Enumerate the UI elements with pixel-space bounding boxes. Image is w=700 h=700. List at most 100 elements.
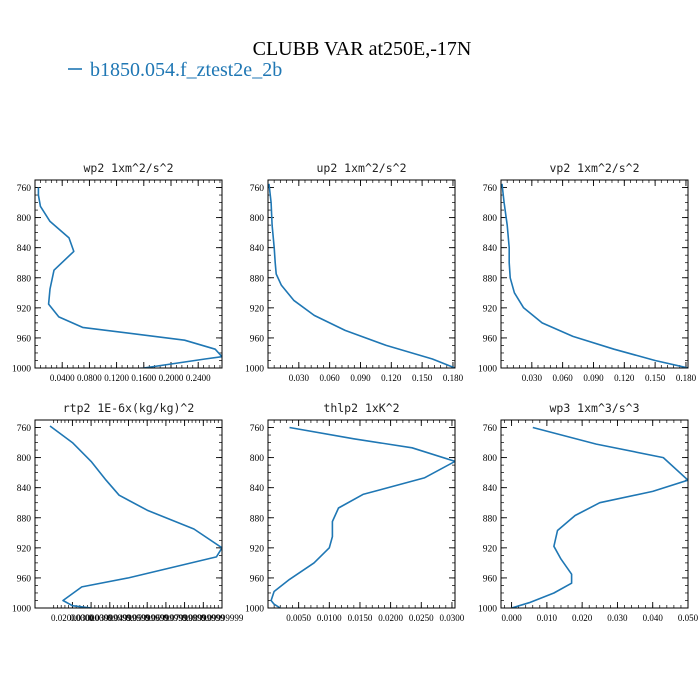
plot-frame — [267, 419, 456, 609]
subplot-3: rtp2 1E-6x(kg/kg)^2 760 800 840 880 920 960 100… — [12, 401, 244, 623]
x-tick-label: 0.1200 — [104, 373, 129, 383]
x-tick-label: 0.000 — [501, 613, 522, 623]
subplot-5: wp3 1xm^3/s^3 760 800 840 880 920 960 1000 0.000… — [478, 401, 699, 623]
x-tick-label: 0.150 — [412, 373, 433, 383]
legend: b1850.054.f_ztest2e_2b — [68, 59, 282, 81]
y-tick-label: 960 — [17, 334, 32, 344]
x-tick-label: 0.0400 — [50, 373, 75, 383]
y-tick-label: 1000 — [245, 365, 264, 375]
x-tick-label: 0.090 — [350, 373, 371, 383]
y-tick-label: 880 — [17, 274, 32, 284]
y-tick-label: 760 — [483, 424, 498, 434]
y-tick-label: 800 — [17, 214, 32, 224]
subplots: wp2 1xm^2/s^2 760 800 840 880 920 960 1000 0.040… — [12, 161, 699, 623]
subplot-title: wp2 1xm^2/s^2 — [83, 161, 173, 175]
y-tick-label: 800 — [17, 454, 32, 464]
plot-frame — [267, 179, 456, 369]
y-tick-label: 760 — [17, 184, 32, 194]
x-tick-label: 0.03999999 — [88, 613, 131, 623]
y-tick-label: 840 — [17, 244, 32, 254]
y-tick-label: 1000 — [12, 605, 31, 615]
y-tick-label: 840 — [483, 244, 498, 254]
series-line — [270, 426, 455, 608]
series-line — [268, 183, 455, 368]
y-tick-label: 840 — [483, 484, 498, 494]
y-tick-label: 960 — [483, 334, 498, 344]
x-tick-label: 0.0050 — [286, 613, 311, 623]
x-tick-label: 0.120 — [614, 373, 635, 383]
series-line — [37, 187, 222, 368]
y-tick-label: 960 — [17, 574, 32, 584]
x-tick-label: 0.06999999 — [145, 613, 188, 623]
x-tick-label: 0.09999999 — [201, 613, 244, 623]
y-tick-label: 800 — [250, 454, 265, 464]
x-tick-label: 0.0800 — [77, 373, 102, 383]
x-tick-label: 0.07999999 — [163, 613, 206, 623]
series-line — [49, 425, 222, 608]
x-tick-label: 0.08999999 — [182, 613, 225, 623]
subplot-title: up2 1xm^2/s^2 — [316, 161, 406, 175]
x-tick-label: 0.040 — [643, 613, 664, 623]
figure-title: CLUBB VAR at250E,-17N — [253, 38, 472, 60]
x-tick-label: 0.0100 — [317, 613, 342, 623]
x-tick-label: 0.030 — [607, 613, 628, 623]
y-tick-label: 920 — [483, 544, 498, 554]
x-tick-label: 0.2000 — [159, 373, 184, 383]
plot-frame — [34, 179, 223, 369]
x-tick-label: 0.060 — [320, 373, 341, 383]
y-tick-label: 840 — [250, 484, 265, 494]
subplot-title: rtp2 1E-6x(kg/kg)^2 — [63, 401, 195, 415]
y-tick-label: 920 — [17, 544, 32, 554]
x-tick-label: 0.0150 — [348, 613, 373, 623]
y-tick-label: 960 — [250, 574, 265, 584]
x-tick-label: 0.010 — [537, 613, 558, 623]
x-tick-label: 0.050 — [678, 613, 699, 623]
y-tick-label: 800 — [483, 214, 498, 224]
y-tick-label: 840 — [250, 244, 265, 254]
x-tick-label: 0.020 — [572, 613, 593, 623]
x-tick-label: 0.03000000 — [70, 613, 113, 623]
y-tick-label: 800 — [483, 454, 498, 464]
plot-frame — [34, 419, 223, 609]
x-tick-label: 0.030 — [522, 373, 543, 383]
x-tick-label: 0.0300 — [440, 613, 465, 623]
y-tick-label: 960 — [250, 334, 265, 344]
y-tick-label: 760 — [17, 424, 32, 434]
legend-label: b1850.054.f_ztest2e_2b — [90, 59, 282, 81]
series-line — [511, 426, 688, 608]
x-tick-label: 0.0200 — [378, 613, 403, 623]
x-tick-label: 0.120 — [381, 373, 402, 383]
subplot-1: up2 1xm^2/s^2 760 800 840 880 920 960 1000 0.030… — [245, 161, 464, 383]
y-tick-label: 920 — [250, 304, 265, 314]
y-tick-label: 880 — [250, 514, 265, 524]
y-tick-label: 920 — [483, 304, 498, 314]
y-tick-label: 1000 — [478, 365, 497, 375]
series-line — [501, 183, 688, 368]
subplot-title: wp3 1xm^3/s^3 — [549, 401, 639, 415]
plot-frame — [500, 419, 689, 609]
y-tick-label: 1000 — [12, 365, 31, 375]
subplot-2: vp2 1xm^2/s^2 760 800 840 880 920 960 1000 0.030… — [478, 161, 697, 383]
subplot-0: wp2 1xm^2/s^2 760 800 840 880 920 960 1000 0.040… — [12, 161, 223, 383]
y-tick-label: 800 — [250, 214, 265, 224]
x-tick-label: 0.0250 — [409, 613, 434, 623]
x-tick-label: 0.180 — [676, 373, 697, 383]
x-tick-label: 0.030 — [289, 373, 310, 383]
x-tick-label: 0.150 — [645, 373, 666, 383]
y-tick-label: 920 — [17, 304, 32, 314]
y-tick-label: 880 — [250, 274, 265, 284]
y-tick-label: 920 — [250, 544, 265, 554]
y-tick-label: 760 — [250, 184, 265, 194]
x-tick-label: 0.1600 — [131, 373, 156, 383]
subplot-4: thlp2 1xK^2 760 800 840 880 920 960 1000 0.0050 0… — [245, 401, 465, 623]
y-tick-label: 880 — [17, 514, 32, 524]
subplot-title: vp2 1xm^2/s^2 — [549, 161, 639, 175]
y-tick-label: 1000 — [245, 605, 264, 615]
y-tick-label: 760 — [250, 424, 265, 434]
subplot-title: thlp2 1xK^2 — [323, 401, 399, 415]
y-tick-label: 880 — [483, 274, 498, 284]
y-tick-label: 760 — [483, 184, 498, 194]
x-tick-label: 0.180 — [443, 373, 464, 383]
y-tick-label: 840 — [17, 484, 32, 494]
